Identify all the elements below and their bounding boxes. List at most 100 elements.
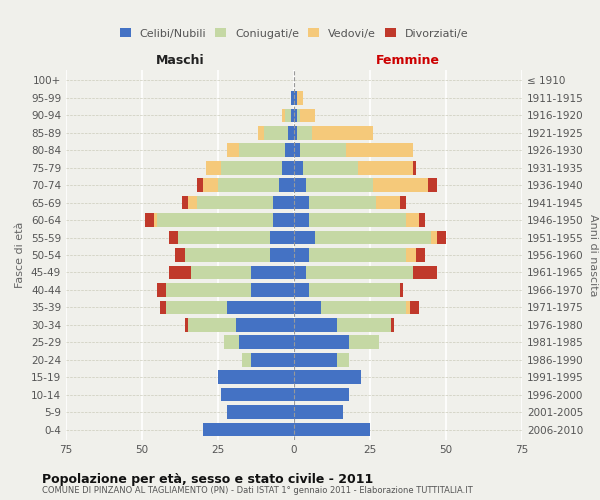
Bar bbox=[294, 370, 361, 384]
Bar bbox=[251, 353, 294, 366]
Bar bbox=[145, 214, 154, 227]
Bar bbox=[160, 300, 166, 314]
Bar bbox=[203, 178, 218, 192]
Bar bbox=[218, 178, 279, 192]
Bar bbox=[294, 248, 309, 262]
Bar bbox=[279, 178, 294, 192]
Bar bbox=[297, 108, 300, 122]
Bar bbox=[428, 178, 437, 192]
Bar bbox=[242, 353, 251, 366]
Bar bbox=[406, 300, 410, 314]
Bar bbox=[291, 91, 294, 104]
Bar bbox=[349, 336, 379, 349]
Bar bbox=[294, 266, 306, 280]
Bar bbox=[306, 266, 413, 280]
Bar bbox=[227, 300, 294, 314]
Bar bbox=[294, 230, 315, 244]
Bar bbox=[291, 108, 294, 122]
Bar bbox=[182, 196, 188, 209]
Bar bbox=[297, 91, 303, 104]
Bar bbox=[400, 196, 406, 209]
Bar bbox=[300, 144, 346, 157]
Bar bbox=[297, 126, 312, 140]
Bar bbox=[406, 248, 416, 262]
Bar bbox=[221, 388, 294, 402]
Bar bbox=[373, 178, 428, 192]
Bar bbox=[309, 214, 406, 227]
Bar bbox=[282, 161, 294, 174]
Bar bbox=[309, 248, 406, 262]
Bar bbox=[221, 161, 282, 174]
Bar bbox=[413, 266, 437, 280]
Bar bbox=[306, 178, 373, 192]
Bar bbox=[294, 126, 297, 140]
Bar bbox=[300, 108, 315, 122]
Bar bbox=[294, 178, 306, 192]
Bar bbox=[251, 266, 294, 280]
Bar bbox=[294, 300, 322, 314]
Bar bbox=[413, 161, 416, 174]
Bar bbox=[337, 353, 349, 366]
Bar bbox=[257, 126, 263, 140]
Bar bbox=[178, 230, 269, 244]
Bar bbox=[154, 214, 157, 227]
Text: Popolazione per età, sesso e stato civile - 2011: Popolazione per età, sesso e stato civil… bbox=[42, 472, 373, 486]
Bar bbox=[288, 126, 294, 140]
Bar bbox=[227, 406, 294, 419]
Bar bbox=[391, 318, 394, 332]
Bar bbox=[294, 161, 303, 174]
Bar bbox=[437, 230, 446, 244]
Bar bbox=[294, 144, 300, 157]
Bar bbox=[188, 318, 236, 332]
Bar bbox=[166, 300, 227, 314]
Bar bbox=[224, 336, 239, 349]
Bar bbox=[406, 214, 419, 227]
Bar bbox=[312, 126, 373, 140]
Text: Maschi: Maschi bbox=[155, 54, 205, 68]
Bar bbox=[218, 370, 294, 384]
Bar bbox=[294, 318, 337, 332]
Bar bbox=[285, 108, 291, 122]
Text: COMUNE DI PINZANO AL TAGLIAMENTO (PN) - Dati ISTAT 1° gennaio 2011 - Elaborazion: COMUNE DI PINZANO AL TAGLIAMENTO (PN) - … bbox=[42, 486, 473, 495]
Bar bbox=[410, 300, 419, 314]
Bar bbox=[294, 108, 297, 122]
Bar bbox=[294, 196, 309, 209]
Bar bbox=[294, 422, 370, 436]
Bar bbox=[358, 161, 413, 174]
Bar bbox=[169, 230, 178, 244]
Bar bbox=[400, 283, 403, 296]
Bar bbox=[294, 353, 337, 366]
Text: Femmine: Femmine bbox=[376, 54, 440, 68]
Bar bbox=[191, 266, 251, 280]
Bar bbox=[169, 266, 191, 280]
Bar bbox=[166, 283, 251, 296]
Y-axis label: Anni di nascita: Anni di nascita bbox=[587, 214, 598, 296]
Bar bbox=[206, 161, 221, 174]
Y-axis label: Fasce di età: Fasce di età bbox=[16, 222, 25, 288]
Bar bbox=[157, 214, 273, 227]
Bar bbox=[416, 248, 425, 262]
Bar bbox=[294, 283, 309, 296]
Bar bbox=[309, 283, 400, 296]
Bar bbox=[273, 196, 294, 209]
Bar bbox=[294, 91, 297, 104]
Bar bbox=[239, 336, 294, 349]
Legend: Celibi/Nubili, Coniugati/e, Vedovi/e, Divorziati/e: Celibi/Nubili, Coniugati/e, Vedovi/e, Di… bbox=[115, 24, 473, 43]
Bar bbox=[376, 196, 400, 209]
Bar bbox=[273, 214, 294, 227]
Bar bbox=[263, 126, 288, 140]
Bar bbox=[188, 196, 197, 209]
Bar bbox=[294, 336, 349, 349]
Bar bbox=[185, 318, 188, 332]
Bar bbox=[346, 144, 413, 157]
Bar bbox=[419, 214, 425, 227]
Bar bbox=[236, 318, 294, 332]
Bar bbox=[197, 178, 203, 192]
Bar bbox=[294, 388, 349, 402]
Bar bbox=[294, 214, 309, 227]
Bar bbox=[197, 196, 273, 209]
Bar bbox=[337, 318, 391, 332]
Bar bbox=[269, 230, 294, 244]
Bar bbox=[157, 283, 166, 296]
Bar bbox=[285, 144, 294, 157]
